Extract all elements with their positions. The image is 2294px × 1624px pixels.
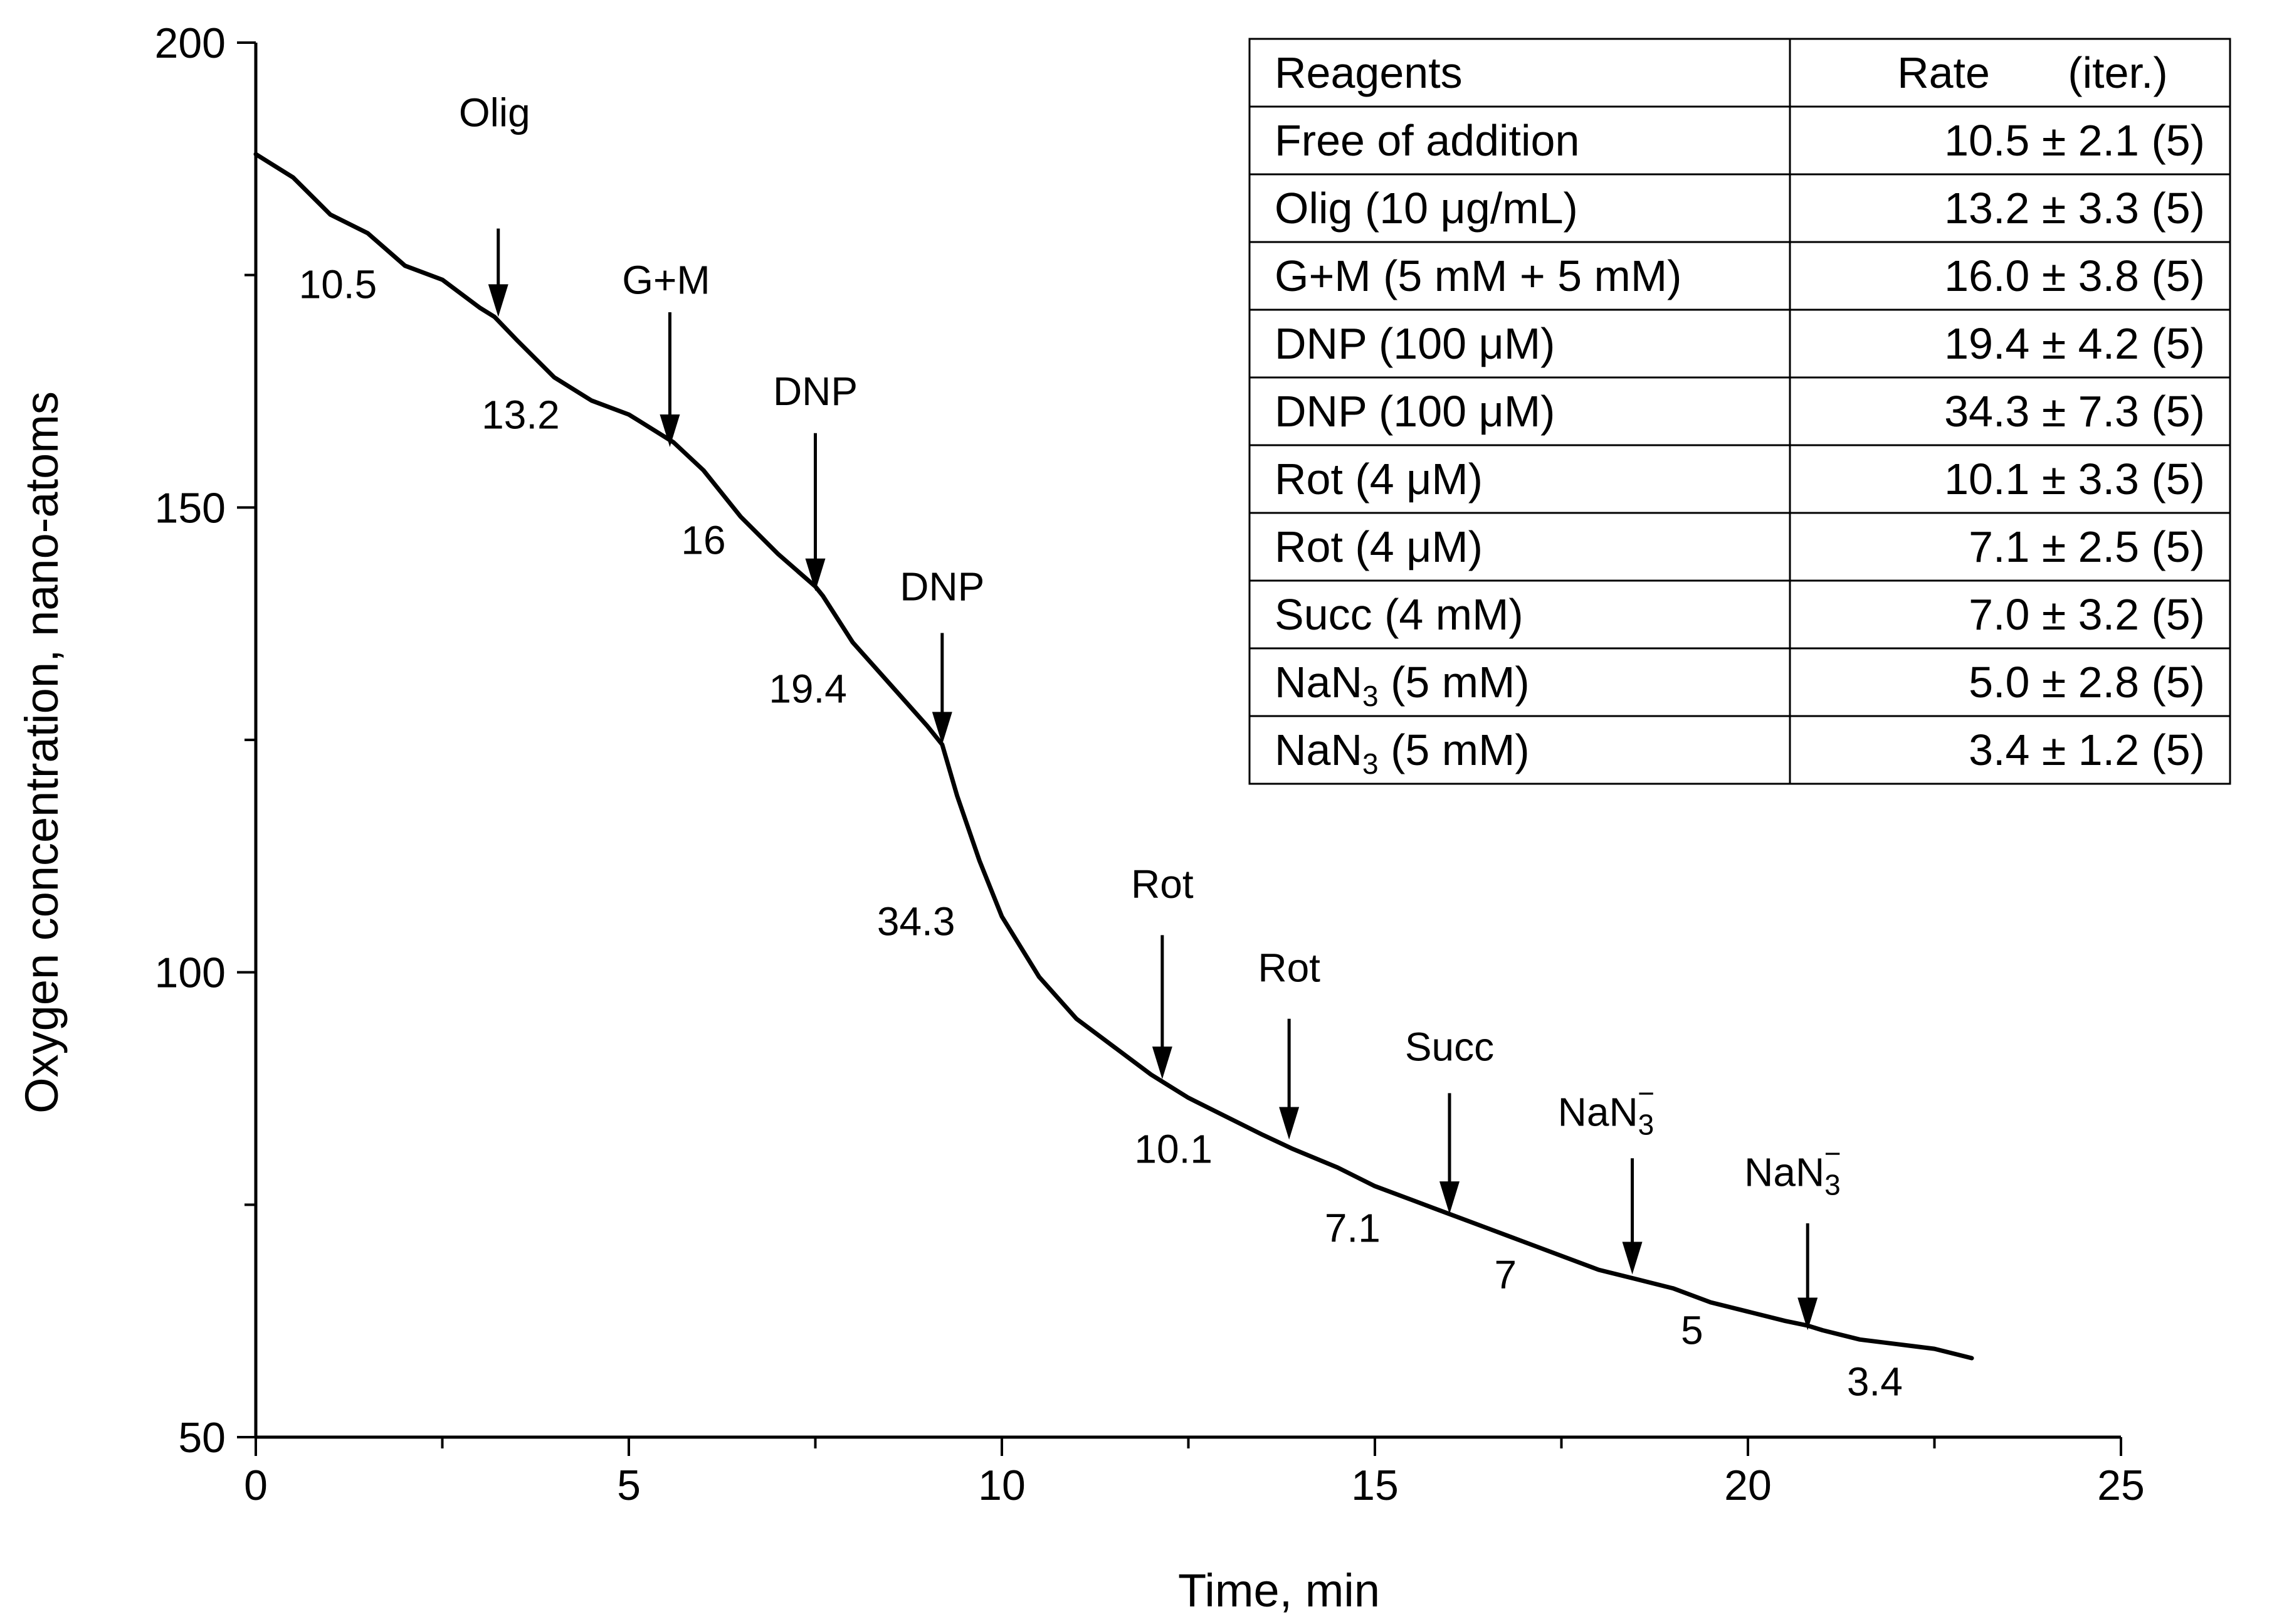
annotation-arrow-head xyxy=(488,284,508,317)
table-row: Olig (10 μg/mL) 13.2 ± 3.3 (5) xyxy=(1275,184,2205,233)
table-cell-rate: 10.5 ± 2.1 (5) xyxy=(1944,116,2205,165)
rate-label: 19.4 xyxy=(769,667,847,712)
y-tick-label: 200 xyxy=(155,19,226,67)
table-border xyxy=(1248,38,2231,785)
table-row: G+M (5 mM + 5 mM) 16.0 ± 3.8 (5) xyxy=(1275,251,2205,300)
table-cell-reagent: DNP (100 μM) xyxy=(1275,319,1555,368)
table-cell-rate: 19.4 ± 4.2 (5) xyxy=(1944,319,2205,368)
table-cell-rate: 5.0 ± 2.8 (5) xyxy=(1969,658,2205,707)
annotations-layer: Olig G+M DNP DNP Rot Rot Succ NaN3− NaN3− xyxy=(459,90,1841,1331)
rate-label: 16 xyxy=(681,517,725,562)
table-row: NaN3 (5 mM) 5.0 ± 2.8 (5) xyxy=(1275,658,2205,712)
annotation-dnp: DNP xyxy=(900,564,984,745)
annotation-arrow-head xyxy=(932,712,952,745)
table-cell-rate: 3.4 ± 1.2 (5) xyxy=(1969,725,2205,774)
table-cell-reagent: NaN3 (5 mM) xyxy=(1275,725,1530,780)
x-tick-label: 20 xyxy=(1724,1462,1772,1509)
annotation-arrow-head xyxy=(1439,1181,1460,1215)
annotation-label: NaN3− xyxy=(1744,1137,1841,1201)
annotation-arrow-head xyxy=(805,558,826,591)
table-header-rate: Rate xyxy=(1897,48,1990,97)
table-row: DNP (100 μM) 34.3 ± 7.3 (5) xyxy=(1275,387,2205,436)
table-row: Rot (4 μM) 7.1 ± 2.5 (5) xyxy=(1275,522,2205,571)
x-tick-label: 0 xyxy=(244,1462,268,1509)
rate-label: 3.4 xyxy=(1847,1359,1903,1404)
rate-label: 7 xyxy=(1494,1252,1517,1297)
annotation-arrow-head xyxy=(1152,1047,1172,1080)
table-header: Reagents Rate (iter.) xyxy=(1275,48,2168,97)
table-row: NaN3 (5 mM) 3.4 ± 1.2 (5) xyxy=(1275,725,2205,780)
x-tick-label: 15 xyxy=(1351,1462,1399,1509)
annotation-label: Olig xyxy=(459,90,530,135)
y-tick-label: 150 xyxy=(155,484,226,532)
annotation-arrow-head xyxy=(1797,1297,1818,1331)
table-cell-rate: 16.0 ± 3.8 (5) xyxy=(1944,251,2205,300)
table-cell-reagent: Rot (4 μM) xyxy=(1275,455,1483,504)
x-axis-title: Time, min xyxy=(1178,1564,1380,1616)
x-tick-label: 5 xyxy=(617,1462,641,1509)
annotation-label: G+M xyxy=(622,257,710,302)
y-tick-label: 100 xyxy=(155,949,226,997)
annotation-label: DNP xyxy=(900,564,984,609)
table-cell-reagent: Succ (4 mM) xyxy=(1275,590,1523,639)
annotation-nan3-: NaN3− xyxy=(1558,1077,1655,1275)
table-cell-rate: 10.1 ± 3.3 (5) xyxy=(1944,455,2205,504)
rate-label: 13.2 xyxy=(481,392,560,437)
table-cell-reagent: Rot (4 μM) xyxy=(1275,522,1483,571)
annotation-rot: Rot xyxy=(1131,862,1194,1080)
rate-label: 10.1 xyxy=(1134,1127,1213,1172)
series-layer xyxy=(253,152,1974,1361)
annotation-label: Rot xyxy=(1131,862,1194,907)
table-header-iter: (iter.) xyxy=(2068,48,2167,97)
table-cell-reagent: Olig (10 μg/mL) xyxy=(1275,184,1578,233)
rate-label: 5 xyxy=(1681,1308,1703,1353)
y-axis-title: Oxygen concentration, nano-atoms xyxy=(16,391,68,1114)
table-cell-rate: 7.1 ± 2.5 (5) xyxy=(1969,522,2205,571)
annotation-nan3-: NaN3− xyxy=(1744,1137,1841,1331)
annotation-succ: Succ xyxy=(1405,1025,1494,1215)
table-cell-reagent: NaN3 (5 mM) xyxy=(1275,658,1530,712)
annotation-label: NaN3− xyxy=(1558,1077,1655,1141)
rate-label: 7.1 xyxy=(1325,1206,1381,1251)
annotation-label: Rot xyxy=(1258,945,1320,990)
rate-label: 34.3 xyxy=(877,899,955,944)
series-line xyxy=(253,152,1974,1361)
table-cell-rate: 13.2 ± 3.3 (5) xyxy=(1944,184,2205,233)
table-row: Succ (4 mM) 7.0 ± 3.2 (5) xyxy=(1275,590,2205,639)
annotation-g-m: G+M xyxy=(622,257,710,447)
annotation-rot: Rot xyxy=(1258,945,1320,1140)
table-row: Free of addition 10.5 ± 2.1 (5) xyxy=(1275,116,2205,165)
rate-label: 10.5 xyxy=(299,262,377,307)
x-tick-label: 10 xyxy=(978,1462,1026,1509)
table-cell-rate: 7.0 ± 3.2 (5) xyxy=(1969,590,2205,639)
annotation-label: DNP xyxy=(773,369,858,414)
annotation-arrow-head xyxy=(1279,1107,1300,1140)
rate-table: Reagents Rate (iter.) Free of addition 10.5 … xyxy=(1248,38,2231,785)
rate-labels-layer: 10.5 13.2 16 19.4 34.3 10.1 7.1 7 5 3.4 xyxy=(299,262,1903,1405)
table-cell-reagent: DNP (100 μM) xyxy=(1275,387,1555,436)
annotation-olig: Olig xyxy=(459,90,530,317)
table-cell-reagent: G+M (5 mM + 5 mM) xyxy=(1275,251,1681,300)
annotation-arrow-head xyxy=(1622,1242,1643,1275)
table-cell-reagent: Free of addition xyxy=(1275,116,1579,165)
x-tick-label: 25 xyxy=(2097,1462,2145,1509)
annotation-arrow-head xyxy=(660,414,680,447)
table-cell-rate: 34.3 ± 7.3 (5) xyxy=(1944,387,2205,436)
axes: 0 5 10 15 20 25 50 100 150 200 xyxy=(155,19,2145,1509)
annotation-dnp: DNP xyxy=(773,369,858,591)
annotation-label: Succ xyxy=(1405,1025,1494,1070)
table-row: DNP (100 μM) 19.4 ± 4.2 (5) xyxy=(1275,319,2205,368)
y-tick-label: 50 xyxy=(178,1414,226,1462)
table-row: Rot (4 μM) 10.1 ± 3.3 (5) xyxy=(1275,455,2205,504)
table-header-reagents: Reagents xyxy=(1275,48,1463,97)
